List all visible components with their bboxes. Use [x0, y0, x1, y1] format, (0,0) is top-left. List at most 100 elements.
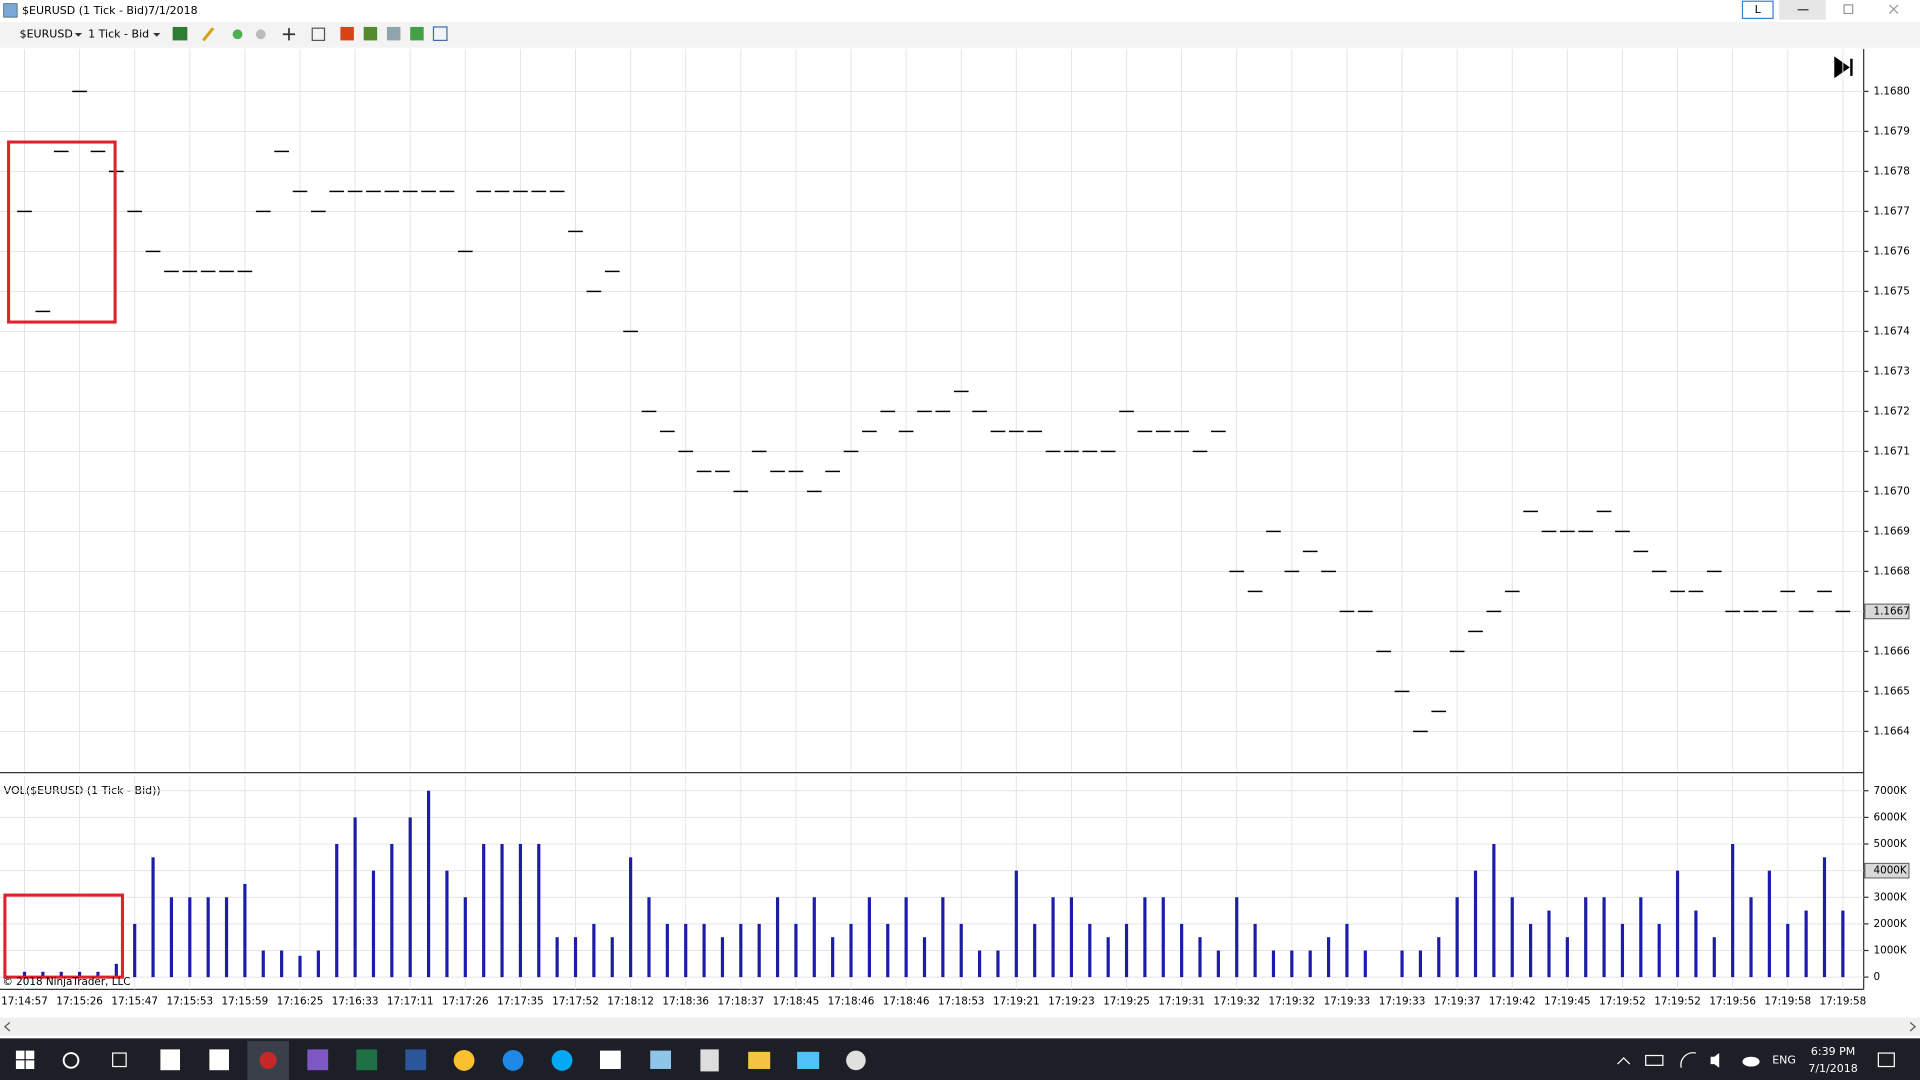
start-button[interactable] [15, 1050, 35, 1069]
volume-bar [1418, 950, 1422, 978]
volume-bar [1620, 923, 1625, 978]
app-icon[interactable] [502, 1050, 524, 1071]
indicator-button[interactable] [232, 29, 243, 40]
notification-button[interactable] [1877, 1052, 1895, 1068]
x-tick-label: 17:19:33 [1324, 996, 1371, 1008]
volume-bar [720, 937, 725, 978]
volume-bar [316, 950, 320, 978]
volume-bar [353, 817, 357, 978]
tray-arrow[interactable] [1617, 1057, 1631, 1065]
volume-bar [959, 923, 963, 978]
x-tick-label: 17:17:11 [387, 996, 434, 1008]
volume-bar [665, 923, 669, 978]
app-icon[interactable] [307, 1049, 329, 1071]
y-tick-label: 6000K [1873, 811, 1907, 823]
instrument-selector[interactable]: $EURUSD [20, 27, 73, 40]
volume-bar [224, 897, 229, 978]
data-box-button[interactable] [410, 26, 424, 41]
volume-bar [41, 971, 45, 978]
app-icon[interactable] [160, 1049, 180, 1071]
app-icon [3, 3, 18, 18]
toolbar [0, 22, 1920, 48]
volume-bar [1510, 897, 1514, 978]
restore-button[interactable] [1843, 4, 1854, 15]
x-tick-label: 17:19:42 [1489, 996, 1536, 1008]
app-icon[interactable] [700, 1049, 719, 1072]
volume-bar [867, 897, 871, 978]
clock-date[interactable]: 7/1/2018 [1808, 1062, 1857, 1075]
snapshot-button[interactable] [386, 26, 401, 41]
volume-bar [1326, 937, 1331, 978]
volume-bar [1657, 923, 1661, 978]
app-icon[interactable] [453, 1050, 475, 1071]
app-icon[interactable] [551, 1050, 573, 1071]
x-tick-label: 17:15:26 [56, 996, 103, 1008]
chart-style-button[interactable] [172, 26, 188, 41]
volume-bar [280, 950, 284, 978]
interval-selector[interactable]: 1 Tick - Bid [88, 27, 149, 40]
zoom-button[interactable] [311, 27, 326, 42]
search-button[interactable] [62, 1052, 80, 1069]
x-tick-label: 17:14:57 [1, 996, 48, 1008]
app-icon[interactable] [797, 1051, 820, 1069]
x-tick-label: 17:17:35 [497, 996, 544, 1008]
strategy-button[interactable] [255, 29, 266, 40]
x-tick-label: 17:19:52 [1654, 996, 1701, 1008]
app-icon[interactable] [846, 1050, 866, 1071]
copyright: © 2018 NinjaTrader, LLC [2, 976, 130, 988]
scroll-arrows[interactable] [3, 1021, 1917, 1032]
app-icon[interactable] [356, 1049, 378, 1071]
volume-bar [1014, 870, 1018, 978]
volume-bar [1051, 897, 1055, 978]
volume-bar [133, 923, 137, 978]
volume-bar [1437, 937, 1441, 978]
x-tick-label: 17:17:26 [442, 996, 489, 1008]
y-tick-label: 1.1672 [1873, 405, 1909, 417]
volume-bar [812, 897, 816, 978]
wifi-icon[interactable] [1680, 1052, 1697, 1068]
window-button[interactable] [432, 26, 448, 42]
clock-time[interactable]: 6:39 PM [1811, 1045, 1855, 1058]
task-view-button[interactable] [112, 1052, 127, 1068]
app-icon[interactable] [748, 1051, 771, 1069]
volume-bar [794, 923, 798, 978]
app-icon[interactable] [209, 1049, 229, 1071]
volume-bar [298, 955, 302, 978]
x-tick-label: 17:16:33 [332, 996, 379, 1008]
volume-bar [684, 923, 688, 978]
close-button[interactable] [1888, 4, 1899, 14]
x-tick-label: 17:15:59 [222, 996, 269, 1008]
properties-button[interactable] [340, 26, 354, 41]
volume-bar [1033, 923, 1037, 978]
plot-area: 17:14:57 17:15:26 17:15:47 17:15:53 17:15:59… [0, 48, 1910, 1008]
cloud-icon[interactable] [1742, 1056, 1760, 1067]
x-tick-label: 17:19:58 [1820, 996, 1867, 1008]
drawing-tool-button[interactable] [202, 27, 215, 42]
volume-bar [500, 844, 504, 978]
volume-bar [1216, 950, 1220, 978]
template-button[interactable] [363, 26, 378, 41]
volume-bar [426, 790, 431, 978]
volume-bar [243, 883, 247, 978]
volume-bar [1602, 897, 1606, 978]
app-icon[interactable] [405, 1049, 427, 1071]
link-button[interactable] [1741, 0, 1774, 19]
y-tick-label: 1.1670 [1873, 485, 1909, 497]
dropdown-arrow [153, 33, 161, 37]
x-tick-label: 17:19:32 [1213, 996, 1260, 1008]
current-value-box [1864, 862, 1910, 879]
link-button-label: L [1755, 3, 1762, 16]
scrollbar[interactable] [0, 1017, 1920, 1036]
scroll-to-end-button[interactable] [1834, 56, 1853, 79]
app-icon[interactable] [600, 1050, 621, 1069]
volume-bar [1749, 897, 1753, 978]
volume-bar [1455, 897, 1459, 978]
language-indicator[interactable]: ENG [1772, 1053, 1796, 1066]
volume-bar [1584, 897, 1588, 978]
battery-icon[interactable] [1645, 1054, 1664, 1066]
volume-bar [610, 937, 614, 978]
volume-bar [390, 844, 394, 978]
volume-icon[interactable] [1710, 1053, 1720, 1068]
crosshair-button[interactable] [282, 28, 296, 41]
app-icon[interactable] [650, 1050, 672, 1069]
